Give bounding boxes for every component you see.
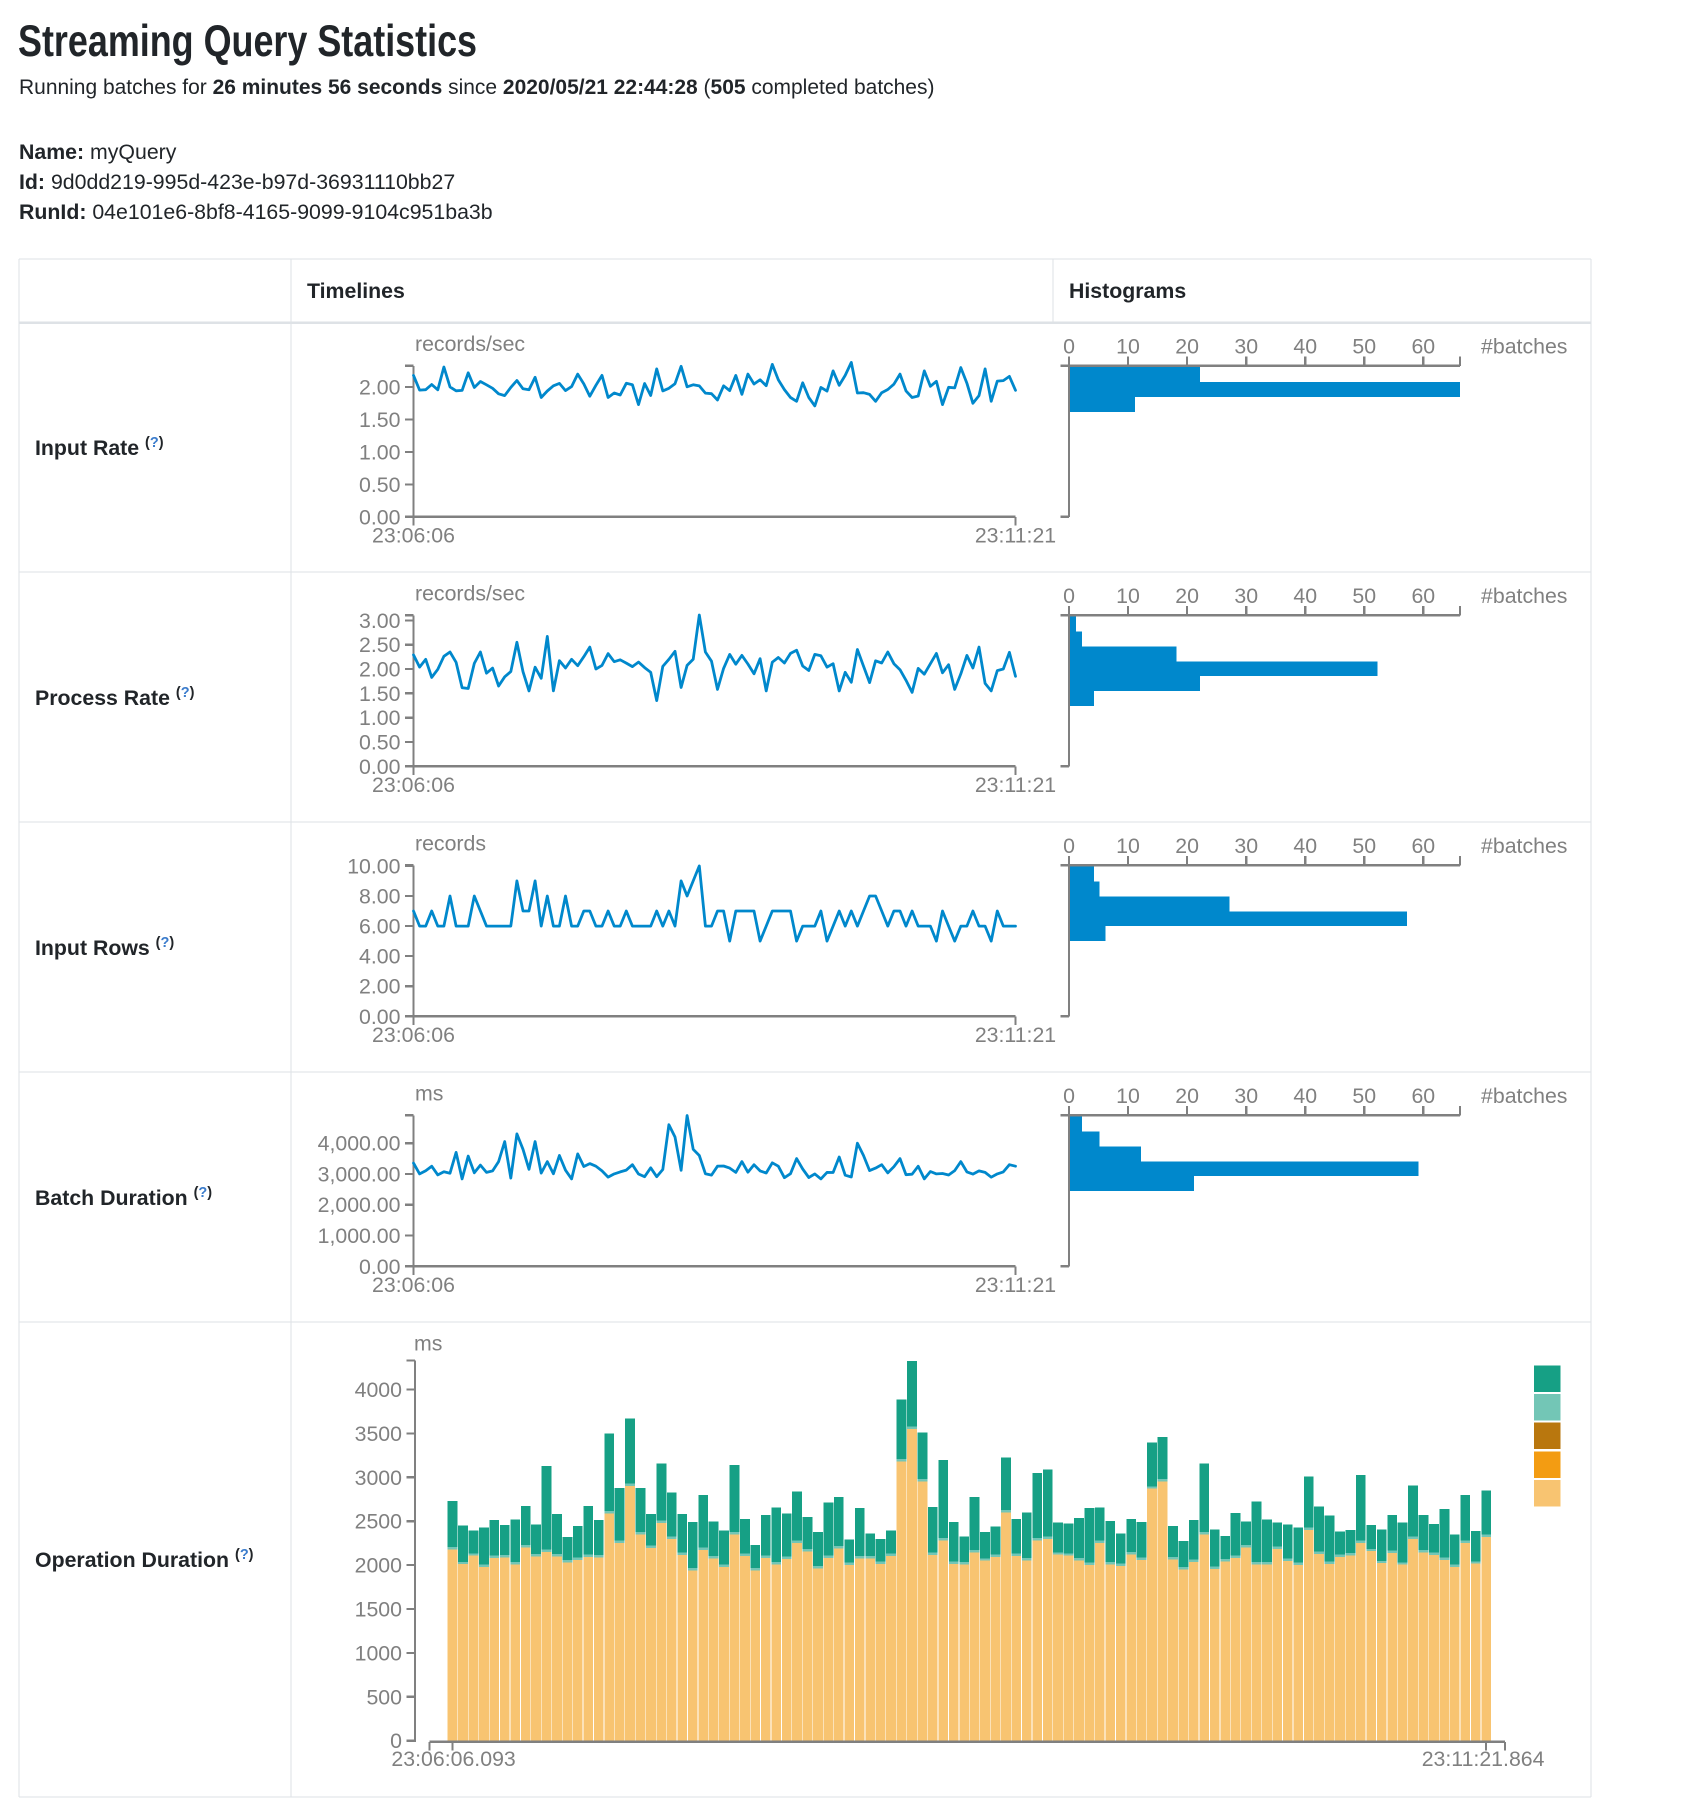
svg-text:23:06:06.093: 23:06:06.093 [391,1747,515,1771]
svg-text:20: 20 [1175,1084,1199,1108]
svg-text:0.00: 0.00 [359,505,401,529]
svg-text:23:11:21: 23:11:21 [975,1023,1056,1047]
svg-text:1500: 1500 [355,1598,403,1622]
svg-text:0: 0 [1063,584,1075,608]
svg-text:20: 20 [1175,584,1199,608]
svg-text:60: 60 [1411,584,1435,608]
svg-text:3000: 3000 [355,1466,403,1490]
svg-text:30: 30 [1234,834,1258,858]
svg-text:2.00: 2.00 [359,376,401,400]
svg-text:10: 10 [1116,584,1140,608]
svg-text:23:11:21: 23:11:21 [975,773,1056,797]
svg-text:30: 30 [1234,584,1258,608]
svg-text:records/sec: records/sec [415,582,525,606]
svg-text:23:06:06: 23:06:06 [372,524,455,548]
svg-text:23:06:06: 23:06:06 [372,773,455,797]
svg-text:30: 30 [1234,1084,1258,1108]
svg-text:3,000.00: 3,000.00 [318,1162,401,1186]
svg-text:records: records [415,832,486,856]
svg-text:23:11:21: 23:11:21 [975,1273,1056,1297]
svg-text:1.50: 1.50 [359,682,401,706]
svg-text:6.00: 6.00 [359,915,401,939]
svg-text:50: 50 [1352,834,1376,858]
svg-text:#batches: #batches [1481,834,1567,858]
svg-text:40: 40 [1293,834,1317,858]
svg-text:10: 10 [1116,1084,1140,1108]
svg-text:4,000.00: 4,000.00 [318,1132,401,1156]
svg-text:40: 40 [1293,335,1317,359]
svg-text:40: 40 [1293,584,1317,608]
svg-text:1.00: 1.00 [359,706,401,730]
svg-text:60: 60 [1411,335,1435,359]
svg-text:50: 50 [1352,584,1376,608]
svg-text:2000: 2000 [355,1554,403,1578]
svg-text:4.00: 4.00 [359,945,401,969]
svg-text:60: 60 [1411,834,1435,858]
svg-text:1,000.00: 1,000.00 [318,1224,401,1248]
svg-text:0.50: 0.50 [359,731,401,755]
svg-text:23:11:21: 23:11:21 [975,524,1056,548]
svg-text:23:11:21.864: 23:11:21.864 [1422,1747,1545,1771]
svg-text:#batches: #batches [1481,335,1567,359]
svg-text:4000: 4000 [355,1378,403,1402]
svg-text:0.50: 0.50 [359,473,401,497]
svg-text:50: 50 [1352,335,1376,359]
svg-text:1.00: 1.00 [359,440,401,464]
svg-text:3500: 3500 [355,1422,403,1446]
svg-text:500: 500 [366,1685,402,1709]
svg-text:2.00: 2.00 [359,658,401,682]
svg-text:records/sec: records/sec [415,332,525,356]
svg-text:10: 10 [1116,834,1140,858]
svg-text:8.00: 8.00 [359,885,401,909]
svg-text:2.50: 2.50 [359,633,401,657]
svg-text:2.00: 2.00 [359,975,401,999]
svg-text:10: 10 [1116,335,1140,359]
svg-text:10.00: 10.00 [347,854,400,878]
svg-text:3.00: 3.00 [359,609,401,633]
svg-text:1000: 1000 [355,1641,403,1665]
svg-text:0: 0 [390,1729,402,1753]
svg-text:50: 50 [1352,1084,1376,1108]
svg-text:20: 20 [1175,335,1199,359]
svg-text:30: 30 [1234,335,1258,359]
svg-text:0: 0 [1063,834,1075,858]
svg-text:2,000.00: 2,000.00 [318,1193,401,1217]
svg-text:0.00: 0.00 [359,755,401,779]
svg-text:ms: ms [415,1082,443,1106]
svg-text:#batches: #batches [1481,1084,1567,1108]
svg-text:40: 40 [1293,1084,1317,1108]
svg-text:0: 0 [1063,1084,1075,1108]
svg-text:20: 20 [1175,834,1199,858]
svg-text:1.50: 1.50 [359,408,401,432]
svg-text:60: 60 [1411,1084,1435,1108]
svg-text:2500: 2500 [355,1510,403,1534]
svg-text:0: 0 [1063,335,1075,359]
svg-text:0.00: 0.00 [359,1005,401,1029]
svg-text:ms: ms [414,1332,442,1356]
svg-text:23:06:06: 23:06:06 [372,1273,455,1297]
svg-text:23:06:06: 23:06:06 [372,1023,455,1047]
svg-text:#batches: #batches [1481,584,1567,608]
svg-text:0.00: 0.00 [359,1255,401,1279]
